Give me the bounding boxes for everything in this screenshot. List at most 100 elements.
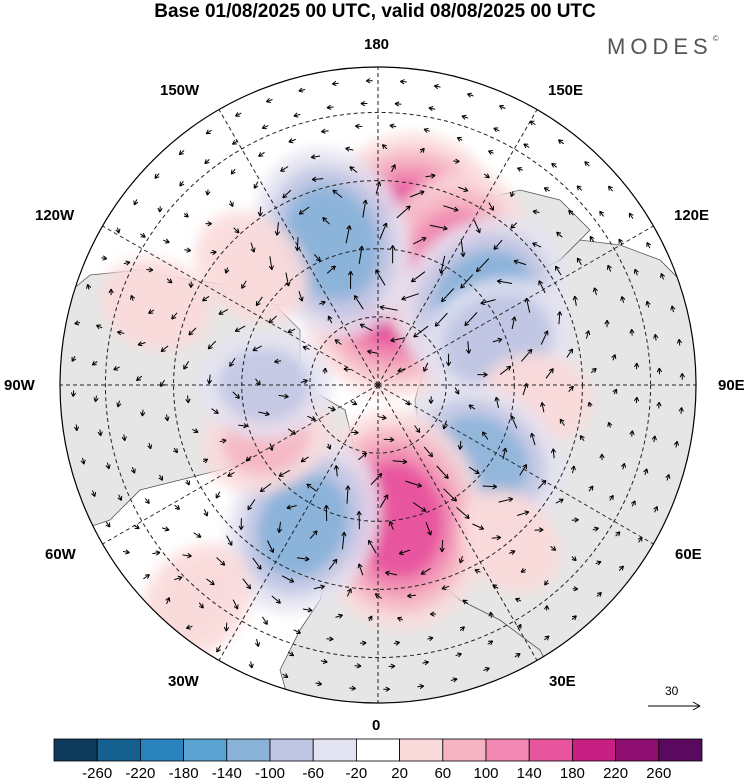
wind-arrow (350, 429, 359, 436)
wind-arrow (477, 372, 488, 378)
wind-arrow (538, 280, 546, 294)
wind-arrow (323, 504, 330, 522)
wind-arrow (140, 409, 146, 417)
colorbar-tick-label: 140 (516, 765, 542, 782)
wind-arrow (184, 247, 192, 253)
wind-arrow (293, 629, 302, 634)
wind-arrow (417, 683, 425, 690)
wind-arrow (397, 616, 403, 622)
wind-arrow (570, 465, 576, 474)
wind-arrow (205, 189, 211, 196)
wind-arrow (633, 268, 639, 276)
wind-arrow (397, 367, 406, 373)
wind-arrow (453, 158, 460, 164)
lon-label-0: 0 (372, 717, 381, 734)
wind-arrow (428, 106, 436, 112)
latitude-circle (309, 316, 447, 454)
wind-arrow (257, 206, 263, 217)
wind-arrow (206, 374, 213, 385)
wind-arrow (224, 267, 230, 274)
wind-arrow (247, 499, 256, 511)
wind-arrow (584, 161, 590, 167)
wind-arrow (345, 485, 351, 504)
meridian-line (377, 384, 654, 545)
colorbar-swatch (355, 738, 400, 762)
wind-arrow (412, 237, 427, 245)
wind-arrow (498, 105, 506, 110)
wind-arrow (116, 330, 125, 336)
wind-arrow (278, 393, 289, 399)
wind-arrow (427, 636, 434, 642)
wind-arrow (229, 357, 236, 367)
wind-arrow (232, 391, 240, 399)
wind-arrow (401, 293, 419, 301)
wind-arrow (473, 219, 481, 234)
wind-arrow (298, 87, 306, 93)
wind-arrow (306, 483, 317, 492)
wind-arrow (510, 415, 518, 429)
lon-label-120e: 120E (674, 207, 710, 224)
colorbar-tick-label: -20 (345, 765, 368, 782)
wind-arrow (238, 518, 244, 531)
wind-arrow (379, 222, 388, 240)
wind-arrow (228, 200, 234, 207)
wind-arrow (326, 265, 336, 274)
wind-arrow (592, 287, 598, 296)
wind-arrow (629, 430, 635, 437)
lon-label-60w: 60W (45, 546, 76, 563)
lon-label-30e: 30E (549, 673, 576, 690)
wind-arrow (183, 212, 189, 218)
wind-arrow (202, 295, 210, 302)
wind-arrow (160, 345, 169, 353)
wind-arrow (568, 385, 574, 393)
wind-arrow (254, 638, 261, 647)
wind-arrow (130, 294, 136, 301)
wind-arrow (258, 151, 265, 157)
colorbar-tick-label: -180 (168, 765, 199, 782)
wind-arrow (250, 242, 256, 253)
wind-arrow (137, 341, 146, 347)
wind-arrow (461, 114, 469, 120)
wind-arrow (502, 447, 508, 460)
wind-arrow (604, 319, 610, 328)
wind-arrow (173, 447, 178, 454)
wind-arrow (204, 159, 210, 165)
wind-arrow (234, 325, 246, 332)
wind-arrow (93, 395, 99, 403)
colorbar-tick-label: 260 (646, 765, 672, 782)
wind-arrow (555, 498, 564, 504)
wind-arrow (599, 210, 605, 217)
wind-arrow (216, 557, 226, 566)
wind-arrow (322, 217, 330, 225)
wind-arrow (656, 367, 663, 375)
wind-arrow (334, 339, 342, 345)
meridian-line (377, 225, 654, 386)
wind-arrow (653, 505, 658, 513)
wind-arrow (398, 549, 411, 556)
wind-arrow (287, 651, 295, 657)
wind-arrow (360, 100, 368, 107)
wind-arrow (293, 112, 301, 118)
wind-arrow (443, 488, 457, 502)
wind-arrow (331, 80, 339, 87)
wind-arrow (326, 104, 334, 110)
wind-arrow (568, 209, 574, 216)
wind-arrow (392, 458, 408, 465)
wind-arrow (333, 465, 340, 477)
wind-arrow (487, 640, 494, 646)
wind-arrow (346, 588, 352, 597)
colorbar-tick-label: -220 (125, 765, 156, 782)
wind-arrow (383, 686, 391, 692)
wind-arrow (405, 480, 423, 488)
anomaly-field (100, 132, 594, 659)
wind-arrow (475, 258, 490, 273)
wind-arrow (511, 316, 517, 330)
wind-arrow (629, 328, 635, 336)
wind-arrow (374, 593, 382, 599)
wind-arrow (113, 365, 120, 371)
wind-arrow (219, 438, 227, 444)
wind-arrow (375, 181, 382, 195)
wind-arrow (115, 227, 121, 234)
colorbar-swatch (312, 738, 357, 762)
wind-arrow (383, 436, 395, 443)
